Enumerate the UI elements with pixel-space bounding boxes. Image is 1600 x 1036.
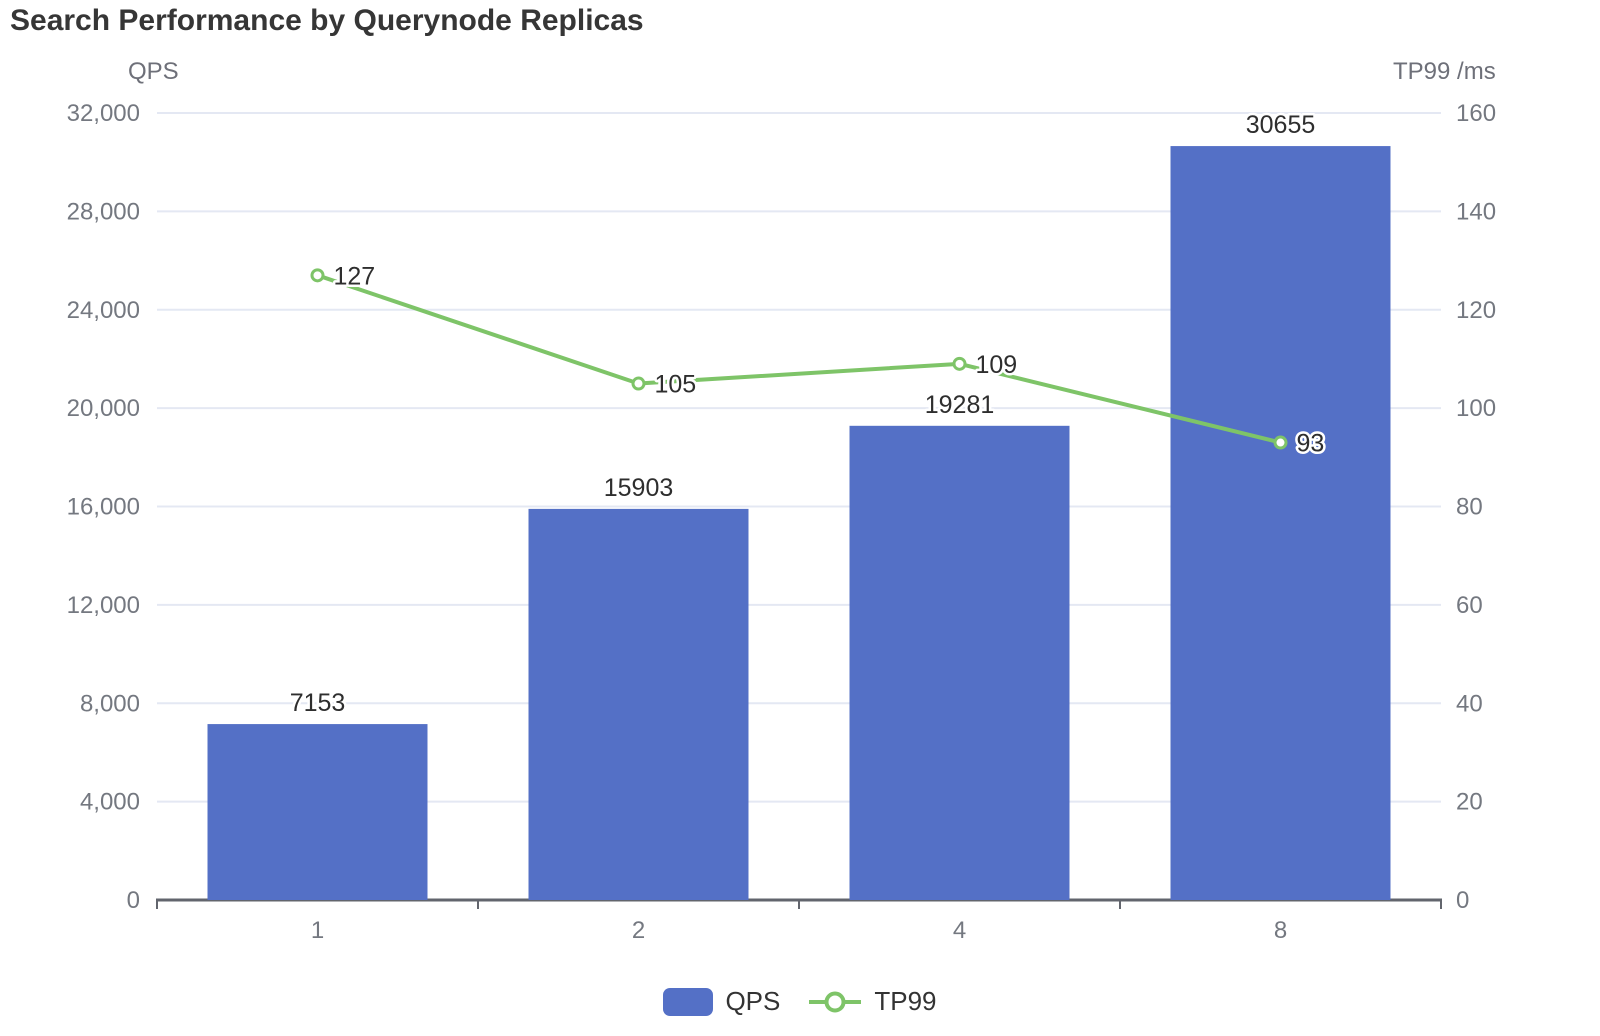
x-axis-category-label: 2 [632, 917, 645, 944]
right-axis-tick-label: 40 [1456, 690, 1483, 717]
qps-bar[interactable] [528, 508, 749, 900]
legend-item-qps[interactable]: QPS [663, 986, 780, 1017]
tp99-point-marker[interactable] [952, 356, 967, 371]
x-axis-category-label: 8 [1274, 917, 1287, 944]
tp99-point-value-label: 93 [1297, 430, 1325, 458]
x-axis-category-label: 1 [311, 917, 324, 944]
qps-bar-value-label: 7153 [290, 689, 346, 717]
right-axis-tick-label: 120 [1456, 297, 1496, 324]
tp99-point-value-label: 127 [334, 262, 376, 290]
left-axis-tick-label: 20,000 [67, 395, 140, 422]
right-axis-tick-label: 100 [1456, 395, 1496, 422]
left-axis-tick-label: 0 [127, 887, 140, 914]
legend-item-tp99[interactable]: TP99 [808, 986, 937, 1017]
right-axis-tick-label: 20 [1456, 789, 1483, 816]
right-axis-tick-label: 0 [1456, 887, 1469, 914]
left-axis-tick-label: 8,000 [80, 690, 140, 717]
tp99-point-marker[interactable] [310, 268, 325, 283]
qps-bar-value-label: 15903 [604, 474, 674, 502]
legend: QPS TP99 [0, 986, 1600, 1017]
left-axis-tick-label: 24,000 [67, 297, 140, 324]
right-axis-tick-label: 80 [1456, 494, 1483, 521]
qps-bar-value-label: 19281 [925, 391, 995, 419]
right-axis-tick-label: 160 [1456, 100, 1496, 127]
left-axis-tick-label: 4,000 [80, 789, 140, 816]
tp99-point-marker[interactable] [631, 376, 646, 391]
tp99-point-value-label: 105 [655, 371, 697, 399]
left-axis-tick-label: 32,000 [67, 100, 140, 127]
x-axis-category-label: 4 [953, 917, 966, 944]
qps-bar-value-label: 30655 [1246, 111, 1316, 139]
plot-area: 0 0 4,000 20 8,000 40 12,000 60 16,000 80 20,000 10… [67, 100, 1496, 944]
left-axis-tick-label: 12,000 [67, 592, 140, 619]
right-axis-name: TP99 /ms [1393, 58, 1496, 85]
qps-bar[interactable] [1170, 146, 1391, 900]
left-axis-tick-label: 28,000 [67, 198, 140, 225]
left-axis-name: QPS [128, 58, 179, 85]
left-axis-tick-label: 16,000 [67, 494, 140, 521]
qps-bar-swatch-icon [663, 987, 714, 1016]
right-axis-tick-label: 60 [1456, 592, 1483, 619]
qps-bar[interactable] [849, 425, 1070, 900]
tp99-point-value-label: 109 [976, 351, 1018, 379]
tp99-point-marker[interactable] [1273, 435, 1288, 450]
chart-title: Search Performance by Querynode Replicas [10, 4, 644, 37]
qps-bar[interactable] [207, 724, 428, 900]
legend-label-tp99: TP99 [874, 986, 937, 1016]
tp99-line-swatch-icon [809, 991, 862, 1012]
legend-label-qps: QPS [725, 986, 781, 1016]
tp99-line [315, 273, 1283, 445]
right-axis-tick-label: 140 [1456, 198, 1496, 225]
